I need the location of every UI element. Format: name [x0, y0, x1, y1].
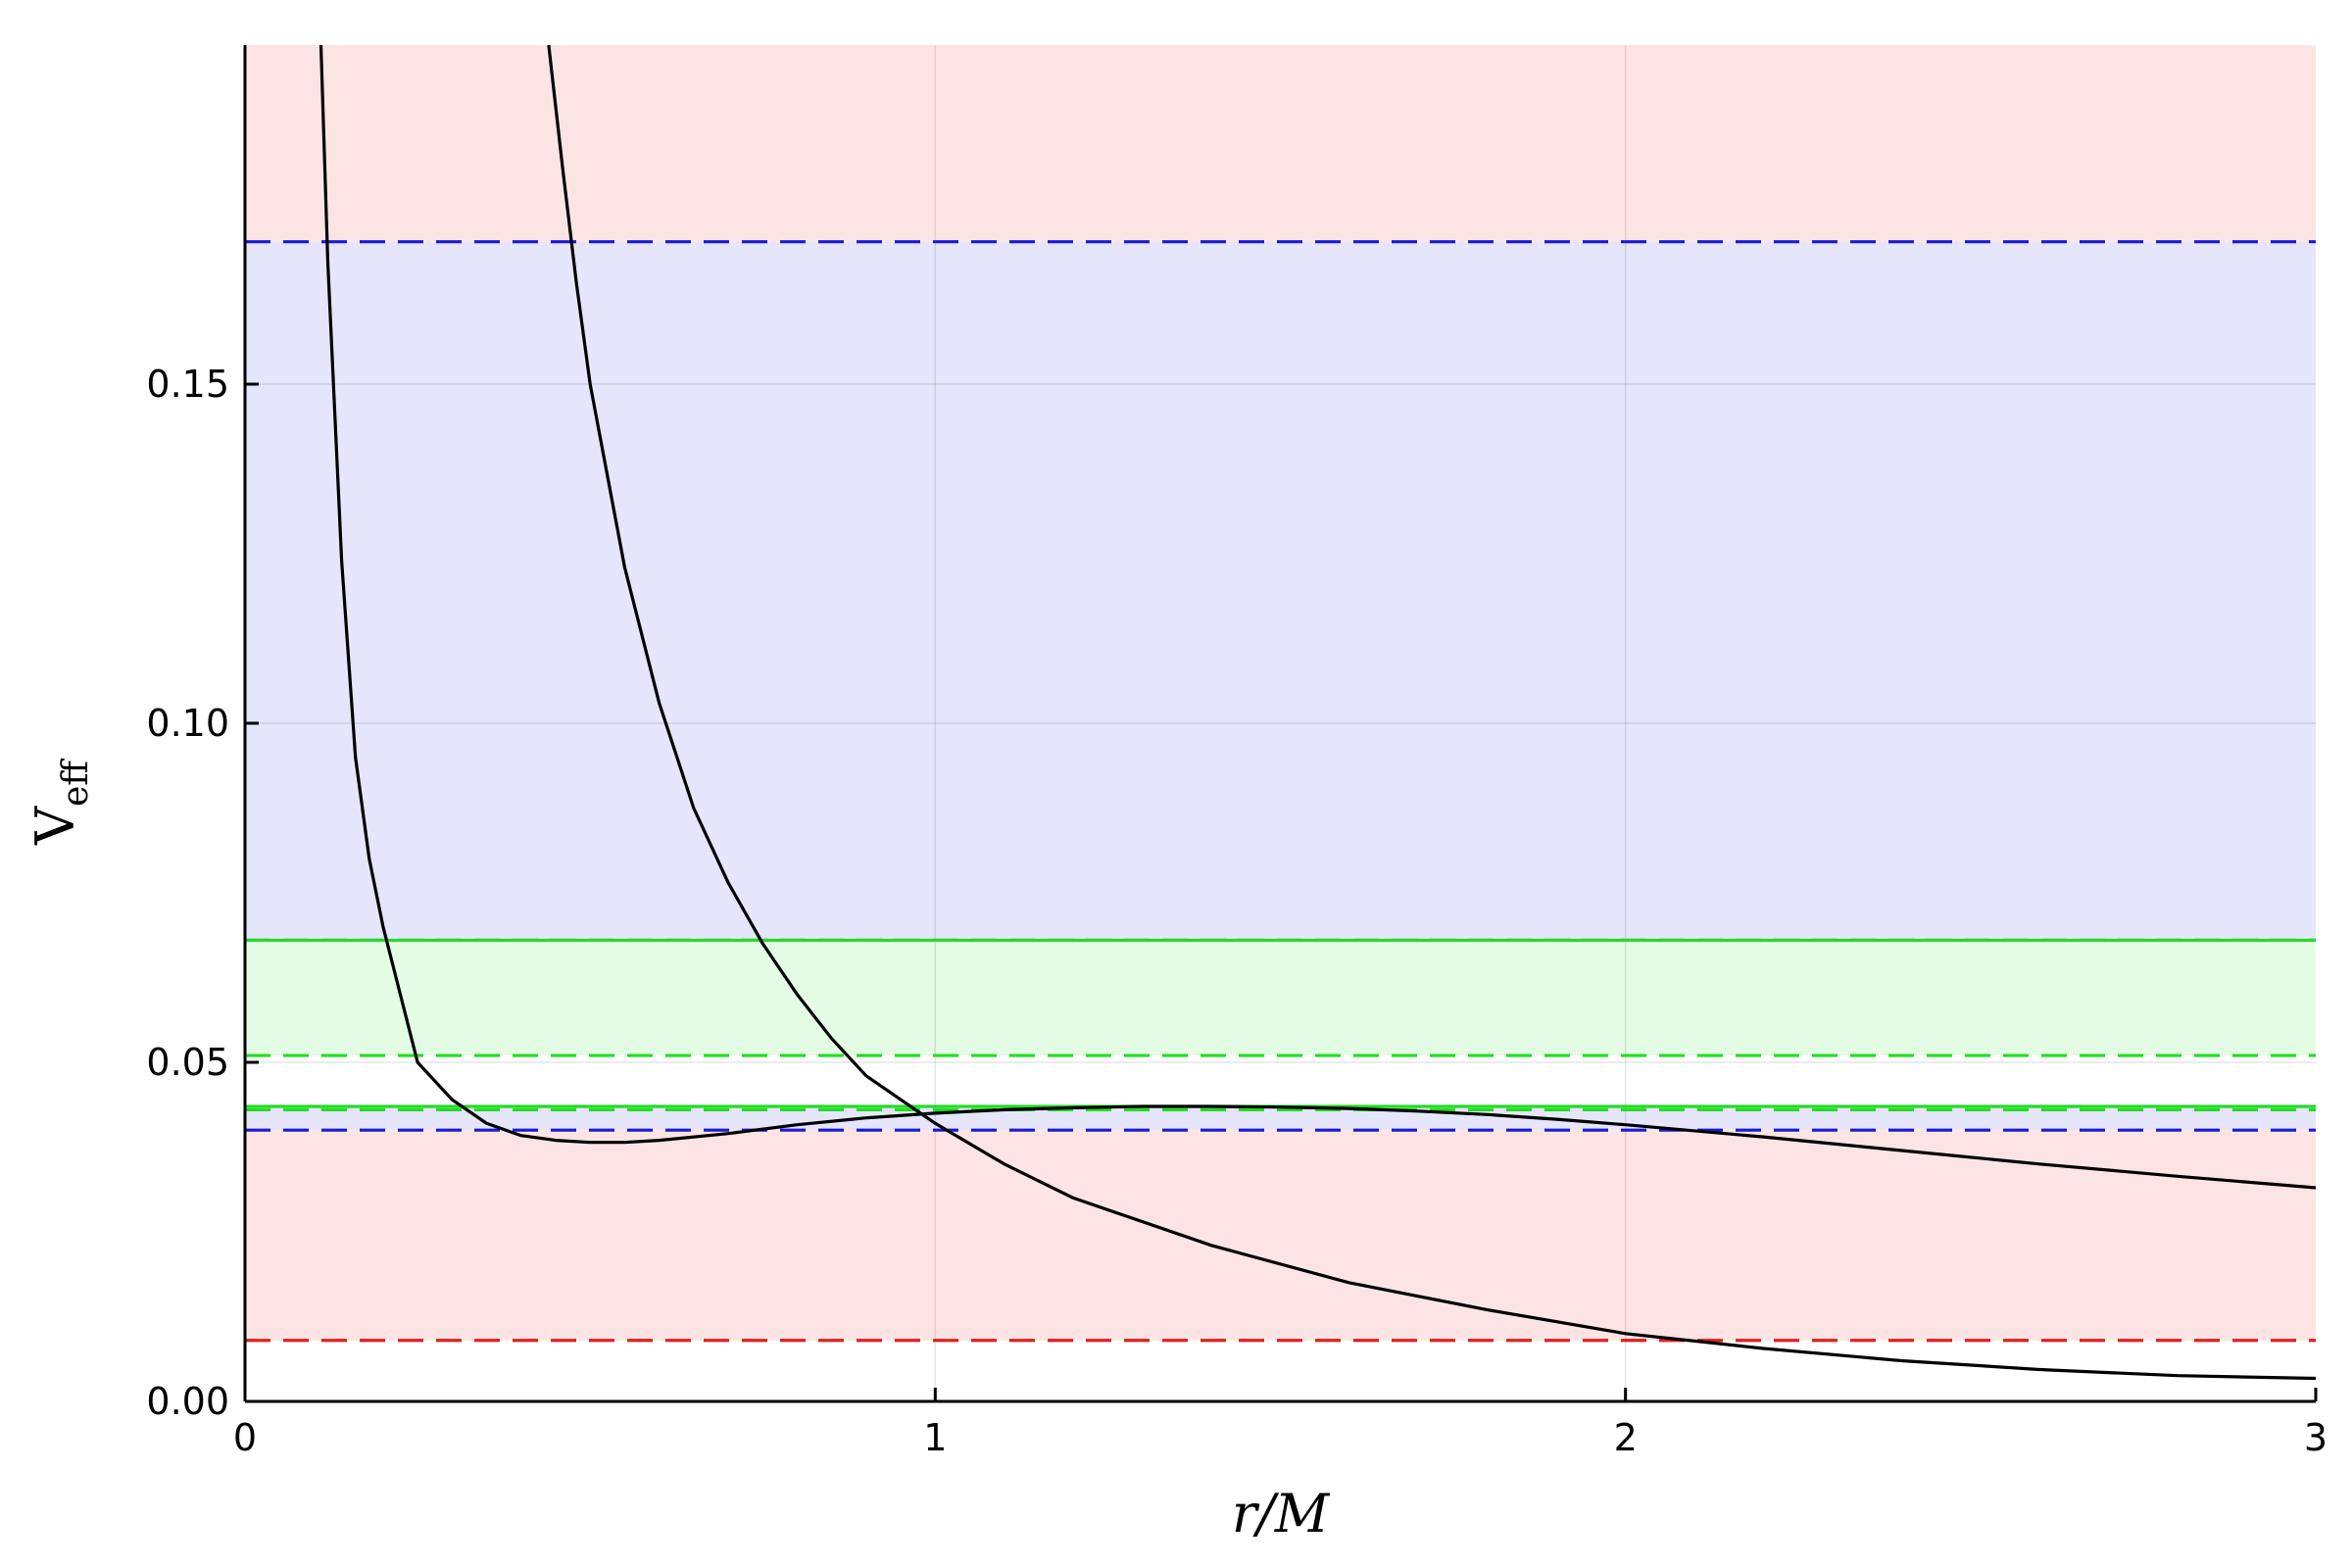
y-tick-label: 0.05 [146, 1041, 229, 1084]
x-ticks: 0 1 2 3 [233, 1388, 2328, 1459]
y-tick-label: 0.10 [146, 702, 229, 745]
potential-curve [318, 45, 2316, 1190]
x-tick-label: 2 [1614, 1416, 1638, 1459]
band [245, 1055, 2316, 1106]
potential-curves [318, 45, 2316, 1381]
reference-lines [245, 240, 2316, 1343]
band [245, 241, 2316, 941]
y-ticks: 0.00 0.05 0.10 0.15 [146, 363, 259, 1423]
y-tick-label: 0.15 [146, 363, 229, 406]
band [245, 940, 2316, 1056]
y-axis-label-sub: eff [56, 759, 96, 807]
band [245, 45, 2316, 242]
band [245, 1130, 2316, 1341]
y-axis-label: Veff [24, 759, 96, 846]
x-tick-label: 1 [923, 1416, 947, 1459]
svg-text:Veff: Veff [24, 759, 96, 846]
shaded-bands [245, 45, 2316, 1341]
x-tick-label: 3 [2304, 1416, 2328, 1459]
x-axis-label: r/M [1232, 1483, 1331, 1544]
potential-curve [547, 45, 2316, 1381]
y-axis-label-main: V [24, 806, 86, 846]
x-tick-label: 0 [233, 1416, 257, 1459]
y-tick-label: 0.00 [146, 1380, 229, 1423]
